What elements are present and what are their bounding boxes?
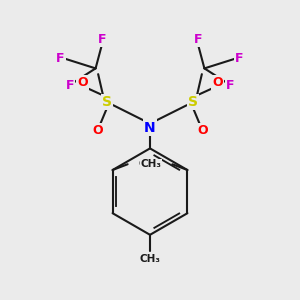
Text: F: F (66, 80, 74, 92)
Text: F: F (98, 33, 106, 46)
Text: N: N (144, 121, 156, 135)
Text: O: O (212, 76, 223, 89)
Text: O: O (77, 76, 88, 89)
Text: S: S (188, 95, 198, 109)
Text: CH₃: CH₃ (140, 254, 160, 264)
Text: F: F (226, 80, 234, 92)
Text: CH₃: CH₃ (141, 159, 162, 169)
Text: F: F (56, 52, 64, 65)
Text: F: F (194, 33, 202, 46)
Text: CH₃: CH₃ (138, 159, 159, 169)
Text: O: O (92, 124, 103, 137)
Text: S: S (102, 95, 112, 109)
Text: F: F (236, 52, 244, 65)
Text: O: O (197, 124, 208, 137)
